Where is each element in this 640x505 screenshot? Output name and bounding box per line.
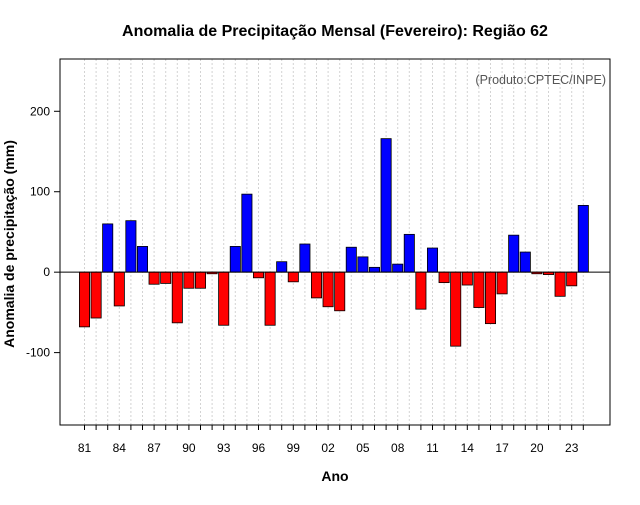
y-tick-label: 0: [43, 265, 50, 279]
x-tick-label: 05: [356, 441, 370, 455]
bar-1998: [276, 261, 288, 273]
bar-1995: [241, 193, 253, 273]
bar-2008: [392, 263, 404, 273]
bar-2023: [566, 271, 578, 287]
bar-2011: [426, 247, 438, 273]
chart-title: Anomalia de Precipitação Mensal (Feverei…: [122, 23, 548, 40]
y-axis: -100 0 100 200: [26, 104, 60, 360]
bar-2007: [380, 138, 392, 273]
bar-2024: [577, 204, 589, 273]
bar-1988: [160, 271, 172, 284]
x-tick-label: 84: [113, 441, 127, 455]
x-tick-label: 11: [426, 441, 439, 455]
bar-2019: [519, 251, 531, 273]
grid-lines: [84, 59, 584, 425]
bar-1993: [218, 271, 230, 326]
x-axis: 81 84 87 90 93 96 99 02 05 08 11 14 17 20 23: [78, 425, 584, 455]
x-tick-label: 99: [287, 441, 301, 455]
bar-2013: [450, 271, 462, 347]
bar-1986: [136, 246, 148, 273]
bar-2016: [484, 271, 496, 325]
x-tick-label: 93: [217, 441, 231, 455]
bar-2001: [310, 271, 322, 299]
y-axis-title: Anomalia de precipitação (mm): [1, 140, 17, 348]
bar-2018: [508, 234, 520, 273]
y-tick-label: 100: [30, 185, 50, 199]
x-tick-label: 90: [182, 441, 196, 455]
bar-2002: [322, 271, 334, 308]
bar-1999: [287, 271, 299, 283]
bar-2017: [496, 271, 508, 295]
bar-2005: [357, 256, 369, 273]
y-tick-label: -100: [26, 346, 50, 360]
x-axis-title: Ano: [321, 468, 348, 484]
bar-2006: [368, 266, 380, 273]
bar-1994: [229, 246, 241, 273]
x-tick-label: 02: [321, 441, 335, 455]
x-tick-label: 17: [495, 441, 509, 455]
bar-1996: [252, 271, 264, 279]
x-tick-label: 14: [461, 441, 475, 455]
bar-1987: [148, 271, 160, 285]
bar-1981: [79, 271, 91, 328]
x-tick-label: 23: [565, 441, 579, 455]
bar-2015: [473, 271, 485, 308]
bar-1985: [125, 220, 137, 273]
x-tick-label: 08: [391, 441, 405, 455]
plot-frame: [59, 58, 611, 426]
y-tick-label: 200: [30, 104, 50, 118]
bar-2004: [345, 246, 357, 273]
bar-1984: [113, 271, 125, 307]
bar-2003: [334, 271, 346, 312]
bar-1990: [183, 271, 195, 289]
bar-1991: [194, 271, 206, 289]
bar-2000: [299, 243, 311, 273]
bar-2009: [403, 233, 415, 273]
x-tick-label: 81: [78, 441, 92, 455]
credit-annotation: (Produto:CPTEC/INPE): [475, 73, 606, 87]
bar-1997: [264, 271, 276, 326]
bars: [79, 138, 589, 347]
x-tick-label: 87: [147, 441, 161, 455]
x-tick-label: 96: [252, 441, 266, 455]
bar-2012: [438, 271, 450, 284]
bar-1983: [102, 223, 114, 273]
bar-1989: [171, 271, 183, 324]
bar-2010: [415, 271, 427, 310]
bar-1982: [90, 271, 102, 319]
x-tick-label: 20: [530, 441, 544, 455]
bar-2022: [554, 271, 566, 297]
bar-2014: [461, 271, 473, 286]
